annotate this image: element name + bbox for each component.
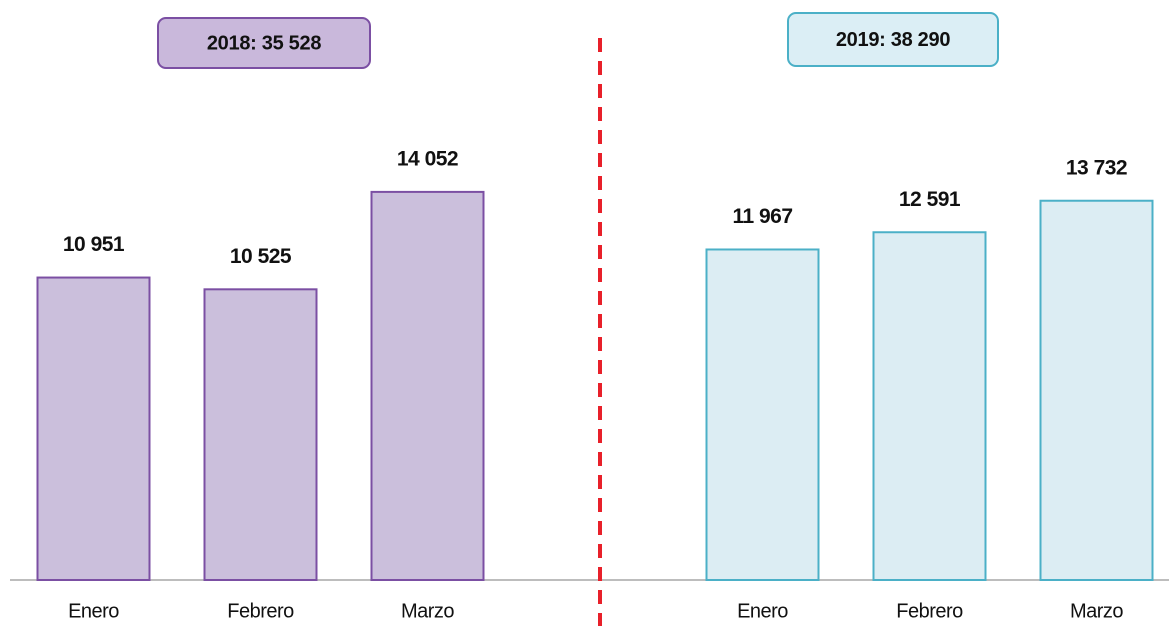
chart-title: 2018: 35 528 xyxy=(207,32,321,54)
x-tick-label: Febrero xyxy=(227,600,294,622)
x-tick-label: Enero xyxy=(68,600,119,622)
bar xyxy=(872,231,987,581)
x-tick-label: Marzo xyxy=(401,600,454,622)
bar xyxy=(36,276,151,581)
value-label: 12 591 xyxy=(899,188,961,211)
x-tick-label: Enero xyxy=(737,600,788,622)
bar xyxy=(370,190,485,581)
value-label: 14 052 xyxy=(397,147,458,170)
bar xyxy=(203,288,318,581)
bar xyxy=(1039,199,1154,582)
bar xyxy=(705,248,820,582)
title-box xyxy=(787,12,999,67)
x-tick-label: Febrero xyxy=(896,600,963,622)
value-label: 10 951 xyxy=(63,233,125,256)
value-label: 13 732 xyxy=(1066,156,1127,179)
value-label: 11 967 xyxy=(732,205,792,228)
title-box xyxy=(157,17,371,69)
value-label: 10 525 xyxy=(230,245,292,268)
x-tick-label: Marzo xyxy=(1070,600,1123,622)
chart-title: 2019: 38 290 xyxy=(836,29,950,51)
